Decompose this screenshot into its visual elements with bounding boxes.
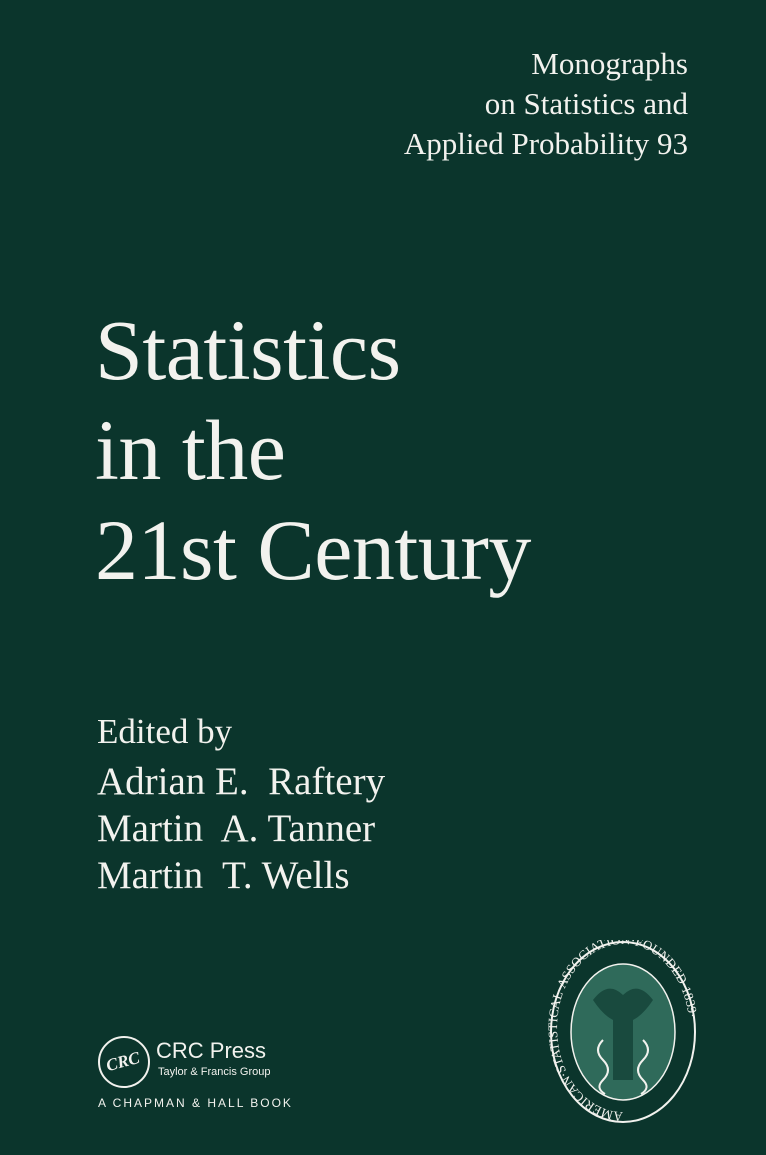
- book-title: Statistics in the 21st Century: [95, 300, 531, 600]
- series-title: Monographs on Statistics and Applied Pro…: [404, 44, 688, 164]
- publisher-group: Taylor & Francis Group: [158, 1066, 271, 1078]
- editors-list: Adrian E. Raftery Martin A. Tanner Marti…: [97, 758, 385, 899]
- title-line: Statistics: [95, 302, 401, 398]
- series-line: on Statistics and: [484, 86, 688, 121]
- publisher-logo: CRC CRC Press Taylor & Francis Group A C…: [98, 1030, 338, 1110]
- title-line: 21st Century: [95, 502, 531, 598]
- series-line: Monographs: [531, 46, 688, 81]
- series-line: Applied Probability 93: [403, 126, 688, 161]
- editor-name: Martin T. Wells: [97, 854, 350, 897]
- editor-name: Martin A. Tanner: [97, 807, 376, 850]
- publisher-imprint: A CHAPMAN & HALL BOOK: [98, 1096, 293, 1110]
- edited-by-label: Edited by: [97, 712, 233, 751]
- crc-logo-text: CRC: [103, 1047, 142, 1076]
- title-line: in the: [95, 402, 286, 498]
- asa-seal-icon: AMERICAN·STATISTICAL·ASSOCIATION·FOUNDED…: [548, 940, 698, 1124]
- publisher-name: CRC Press: [156, 1038, 267, 1063]
- crc-logo-icon: CRC: [98, 1036, 150, 1088]
- editor-name: Adrian E. Raftery: [97, 760, 386, 803]
